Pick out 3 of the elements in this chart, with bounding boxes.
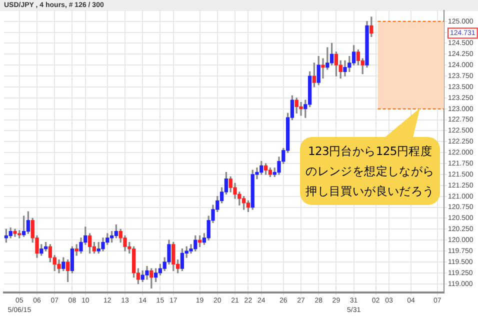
annotation: 123円台から125円程度のレンジを想定しながら押し目買いが良いだろう [300, 137, 440, 205]
candlestick [321, 58, 325, 79]
candlestick [299, 102, 303, 116]
